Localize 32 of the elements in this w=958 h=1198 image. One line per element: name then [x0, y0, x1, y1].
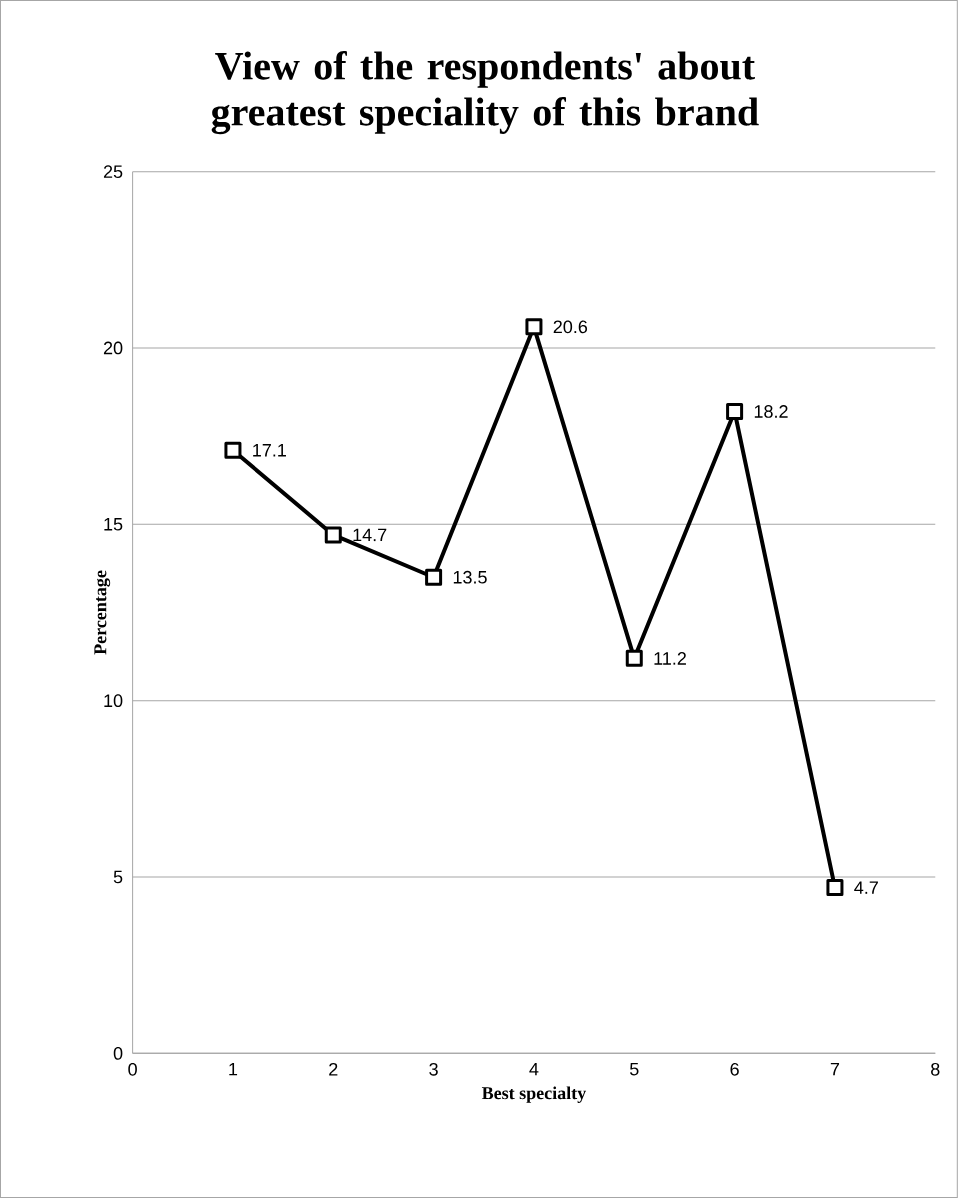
data-label: 11.2: [654, 652, 687, 665]
y-tick-label: 0: [113, 1046, 123, 1060]
x-tick-label: 5: [630, 1062, 639, 1076]
point: [224, 441, 242, 459]
data-label: 4.7: [854, 881, 879, 894]
x-tick-label: 1: [229, 1062, 238, 1076]
y-tick-label: 25: [104, 165, 123, 179]
data-label: 20.6: [553, 320, 588, 334]
x-tick-label: 6: [730, 1062, 739, 1076]
x-tick-label: 7: [830, 1062, 840, 1076]
x-tick-label: 8: [931, 1062, 940, 1076]
x-tick-label: 2: [329, 1062, 338, 1076]
data-label: 18.2: [754, 405, 788, 418]
data-label: 17.1: [253, 444, 287, 457]
x-tick-label: 4: [529, 1062, 539, 1076]
chart-title: View of the respondents' about greatest speciality of this brand: [211, 51, 759, 135]
point: [826, 879, 844, 897]
x-axis-title: Best specialty: [482, 1086, 587, 1103]
x-tick-label: 0: [128, 1062, 138, 1076]
point: [525, 318, 543, 336]
point: [625, 649, 643, 667]
point: [425, 568, 443, 586]
y-axis-title: Percentage: [94, 570, 111, 655]
y-tick-label: 5: [113, 870, 123, 884]
y-tick-label: 15: [104, 518, 123, 531]
y-tick-label: 20: [104, 341, 123, 355]
point: [324, 526, 342, 544]
y-tick-label: 10: [104, 694, 123, 708]
point: [726, 402, 744, 420]
data-label: 13.5: [453, 570, 487, 584]
x-tick-label: 3: [429, 1062, 438, 1076]
data-label: 14.7: [353, 528, 387, 542]
